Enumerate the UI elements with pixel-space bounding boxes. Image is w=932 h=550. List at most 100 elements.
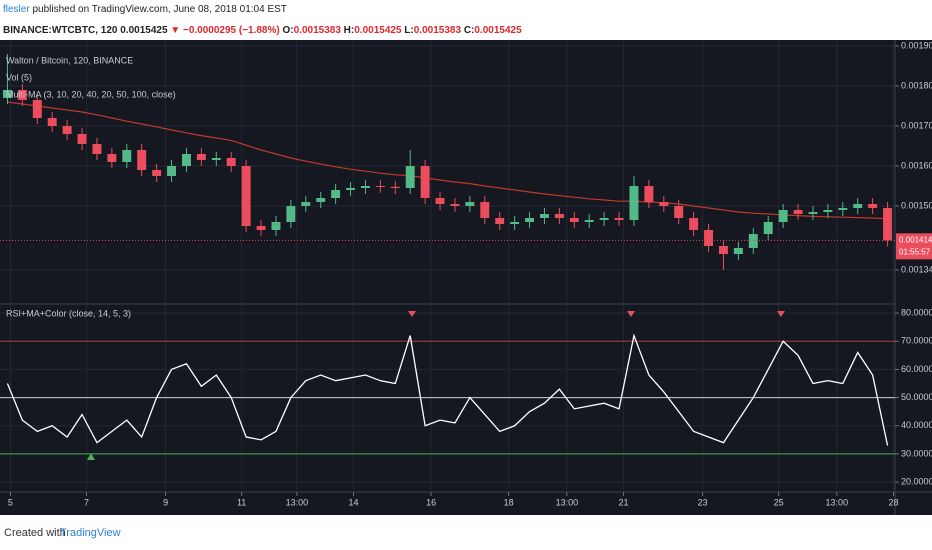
x-tick-label: 16 [426, 497, 436, 507]
candle-body [808, 212, 818, 214]
sell-signal [408, 311, 416, 317]
candle-body [211, 158, 221, 160]
y-tick-label: 20.0000 [901, 476, 932, 486]
x-tick-label: 21 [619, 497, 629, 507]
sell-signal [777, 311, 785, 317]
y-tick-label: 80.0000 [901, 307, 932, 317]
x-tick-label: 28 [889, 497, 899, 507]
created-with: Created with [4, 527, 66, 539]
buy-signal [87, 453, 95, 460]
candle-body [465, 202, 475, 206]
candle-body [584, 220, 594, 222]
candle-body [152, 170, 162, 176]
chart: 0.0013400 0.0015000 0.0016000 0.0017000 0.00… [0, 40, 932, 515]
candle-body [77, 134, 87, 144]
y-tick-label: 40.0000 [901, 420, 932, 430]
x-tick-label: 11 [237, 497, 246, 507]
l-value: 0.0015383 [413, 25, 462, 36]
candle-body [510, 222, 520, 224]
candle-body [704, 230, 714, 246]
candle-body [763, 222, 773, 234]
candle-body [644, 186, 654, 202]
x-tick-label: 9 [163, 497, 168, 507]
candle-body [539, 214, 549, 218]
candle-body [450, 204, 460, 206]
candle-body [495, 218, 505, 224]
footer: Created with TradingView [0, 515, 932, 550]
x-tick-label: 5 [8, 497, 13, 507]
x-tick-label: 25 [774, 497, 784, 507]
c-value: 0.0015425 [474, 25, 522, 36]
brand[interactable]: TradingView [60, 527, 121, 539]
candle-body [629, 186, 639, 220]
moving-average [7, 101, 888, 220]
published: published on TradingView.com, June 08, 2… [32, 4, 287, 15]
candle-body [62, 126, 72, 134]
candle-body [420, 166, 430, 198]
candle-body [525, 218, 535, 222]
candle-body [793, 210, 803, 214]
candle-body [137, 150, 147, 170]
change: ▼ −0.0000295 (−1.88%) [170, 25, 280, 36]
y-tick-label: 0.0016000 [901, 160, 932, 170]
candle-body [286, 206, 296, 222]
candle-body [868, 204, 878, 208]
candle-body [2, 90, 12, 98]
candle-body [883, 208, 893, 241]
candle-body [778, 210, 788, 222]
candle-body [360, 186, 370, 188]
candle-body [853, 204, 863, 208]
candle-body [674, 206, 684, 218]
candle-body [226, 158, 236, 166]
candle-body [196, 154, 206, 160]
author[interactable]: flesler [3, 4, 30, 15]
candle-body [733, 248, 743, 254]
y-tick-label: 0.0017000 [901, 120, 932, 130]
x-tick-label: 7 [84, 497, 89, 507]
candle-body [614, 218, 624, 220]
candle-body [181, 154, 191, 166]
candle-body [405, 166, 415, 188]
indicator-label: Multi-MA (3, 10, 20, 40, 20, 50, 100, cl… [6, 89, 176, 99]
h-label: H: [343, 25, 355, 36]
rsi-title: RSI+MA+Color (close, 14, 5, 3) [6, 308, 131, 318]
candle-body [256, 226, 266, 230]
candle-body [569, 218, 579, 222]
candle-body [32, 100, 42, 118]
rsi-line [6, 333, 889, 446]
publish-line: flesler published on TradingView.com, Ju… [3, 4, 287, 15]
candle-body [122, 150, 132, 162]
candle-body [659, 202, 669, 206]
candle-body [316, 198, 326, 202]
x-tick-label: 18 [504, 497, 514, 507]
y-tick-label: 70.0000 [901, 336, 932, 346]
candle-body [107, 154, 117, 162]
candle-body [331, 190, 341, 198]
o-label: O: [282, 25, 294, 36]
x-tick-label: 13:00 [826, 497, 849, 507]
candle-body [301, 202, 311, 206]
candle-body [838, 208, 848, 210]
symbol: BINANCE:WTCBTC, 120 [3, 25, 118, 36]
candle-body [271, 222, 281, 230]
indicator-label: Vol (5) [6, 72, 32, 82]
x-tick-label: 23 [698, 497, 708, 507]
h-value: 0.0015425 [354, 25, 402, 36]
candle-body [480, 202, 490, 218]
candle-body [718, 246, 728, 254]
y-tick-label: 0.0015000 [901, 200, 932, 210]
last-price-box [896, 233, 932, 260]
sell-signal [627, 311, 635, 317]
header: flesler published on TradingView.com, Ju… [0, 0, 932, 40]
candle-body [554, 214, 564, 218]
candle-body [599, 218, 609, 220]
plot: 0.0013400 0.0015000 0.0016000 0.0017000 0.00… [0, 40, 932, 507]
last-price-label: 0.0014141 [899, 235, 932, 244]
candle-body [17, 90, 27, 100]
price-title: Walton / Bitcoin, 120, BINANCE [6, 55, 133, 65]
candle-body [241, 166, 251, 226]
y-tick-label: 50.0000 [901, 392, 932, 402]
y-tick-label: 0.0018000 [901, 80, 932, 90]
candle-body [435, 198, 445, 204]
